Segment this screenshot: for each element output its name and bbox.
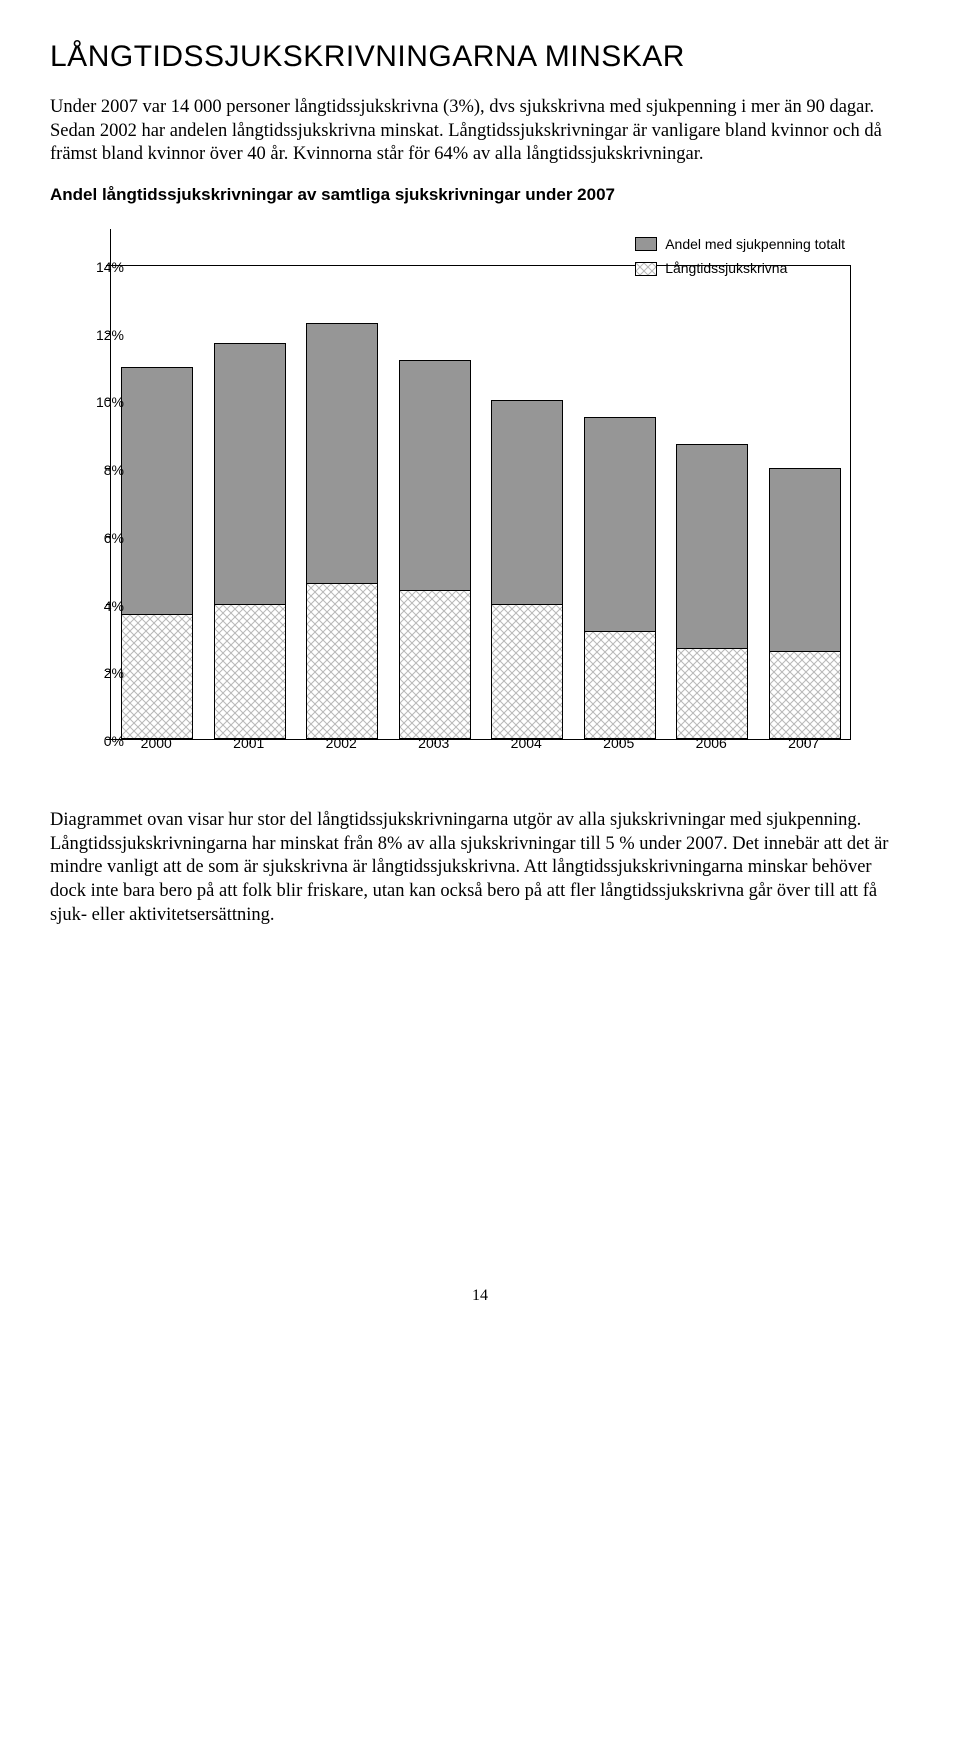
bar-long (676, 648, 748, 739)
page-number: 14 (50, 1287, 910, 1305)
chart-legend: Andel med sjukpenning totalt Långtidssju… (635, 233, 845, 282)
x-axis-label: 2003 (388, 735, 480, 751)
bar-chart: Andel med sjukpenning totalt Långtidssju… (50, 219, 870, 779)
legend-label-total: Andel med sjukpenning totalt (665, 233, 845, 255)
x-axis-label: 2002 (295, 735, 387, 751)
y-axis-label: 14% (64, 259, 124, 275)
intro-paragraph: Under 2007 var 14 000 personer långtidss… (50, 96, 910, 167)
bar-long (399, 590, 471, 739)
bar-long (214, 604, 286, 739)
bar-long (121, 614, 193, 739)
bar-long (306, 583, 378, 739)
bar-long (584, 631, 656, 739)
y-axis-label: 12% (64, 327, 124, 343)
y-axis-label: 8% (64, 462, 124, 478)
page-title: LÅNGTIDSSJUKSKRIVNINGARNA MINSKAR (50, 40, 910, 74)
x-axis-label: 2006 (665, 735, 757, 751)
legend-swatch-total (635, 237, 657, 251)
x-axis-label: 2005 (573, 735, 665, 751)
chart-title: Andel långtidssjukskrivningar av samtlig… (50, 185, 910, 205)
y-axis-label: 2% (64, 665, 124, 681)
x-axis-label: 2001 (203, 735, 295, 751)
legend-swatch-long (635, 262, 657, 276)
y-axis-label: 10% (64, 394, 124, 410)
legend-label-long: Långtidssjukskrivna (665, 257, 787, 279)
x-axis-label: 2000 (110, 735, 202, 751)
y-axis-label: 4% (64, 598, 124, 614)
bar-long (491, 604, 563, 739)
bar-long (769, 651, 841, 739)
x-axis-label: 2004 (480, 735, 572, 751)
y-axis-label: 6% (64, 530, 124, 546)
x-axis-label: 2007 (758, 735, 850, 751)
analysis-paragraph: Diagrammet ovan visar hur stor del långt… (50, 809, 910, 927)
